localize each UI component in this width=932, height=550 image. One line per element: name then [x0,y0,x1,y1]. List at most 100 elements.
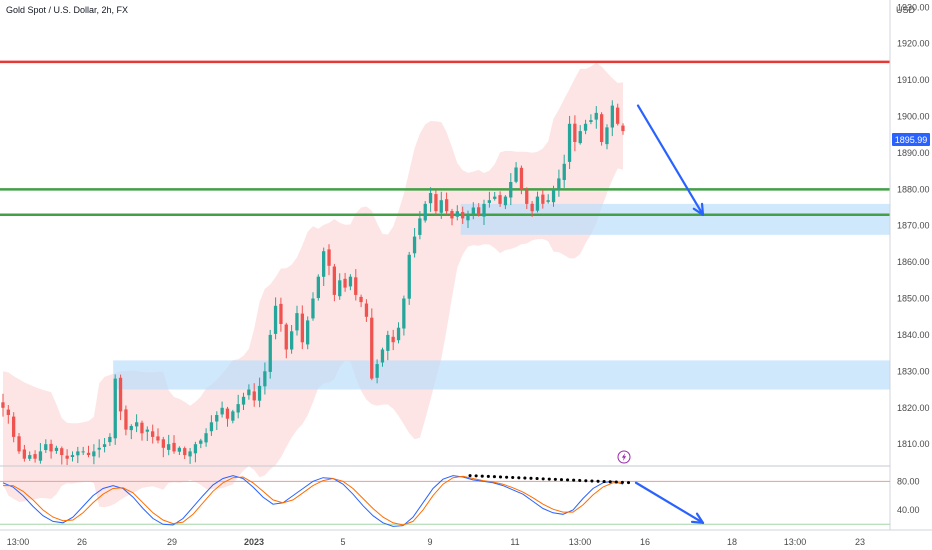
candle-body [177,447,181,452]
candle-body [86,452,91,456]
lightning-icon[interactable] [617,450,631,464]
candle-body [22,449,26,459]
candle-body [519,167,524,190]
candle-body [167,444,171,450]
candle-body [498,195,502,204]
price-tick-label: 1860.00 [897,257,930,267]
candle-body [370,317,374,379]
candle-body [284,324,288,350]
time-tick-label: 13:00 [569,537,592,547]
candle-body [327,249,331,266]
price-tick-label: 1880.00 [897,184,930,194]
main-forecast-arrow [636,104,705,216]
candle-body [231,411,235,421]
time-tick-label: 13:00 [784,537,807,547]
candle-body [364,303,369,317]
candlestick-series [1,100,625,465]
candle-body [600,114,604,142]
demand-zone-2 [113,360,890,390]
time-tick-label: 9 [427,537,432,547]
candle-body [300,313,304,343]
candle-body [257,385,262,401]
demand-zones [113,203,890,390]
candle-body [188,451,192,457]
candle-body [108,436,112,443]
candle-body [145,429,149,432]
price-tick-label: 1840.00 [897,330,930,340]
candle-body [348,276,353,287]
candle-body [354,277,358,295]
price-tick-label: 1890.00 [897,148,930,158]
current-price-tag: 1895.99 [892,133,930,146]
candle-body [215,415,219,422]
candle-body [54,447,59,451]
demand-zone-1 [460,203,890,235]
candle-body [450,211,454,219]
candle-body [530,203,534,212]
candle-body [273,305,278,334]
candle-body [412,236,417,254]
candle-body [38,451,43,461]
candle-body [439,200,443,213]
time-tick-label: 2023 [244,537,264,547]
candle-body [12,416,16,437]
candle-body [396,327,401,341]
candle-body [279,303,283,324]
candle-body [621,125,625,132]
candle-body [60,448,64,455]
price-axis[interactable]: 1930.00 1920.00 1910.00 1900.00 1890.00 1880.… [897,2,930,449]
candle-body [124,409,128,430]
time-tick-label: 23 [855,537,865,547]
candle-body [487,200,491,203]
candle-body [567,123,572,162]
candle-body [311,298,315,319]
candle-body [562,163,566,180]
candle-body [44,444,48,450]
candle-body [49,443,53,452]
candle-body [605,127,609,145]
current-price-label: 1895.99 [895,135,928,145]
candle-body [156,436,160,441]
oscillator-series [2,475,624,527]
oscillator-line-2 [3,475,623,526]
candle-body [151,431,155,437]
candle-body [455,211,459,217]
candle-body [199,440,203,444]
candle-body [610,105,614,128]
oscillator-axis[interactable]: 80.00 40.00 [897,476,920,515]
candle-body [1,402,5,408]
candle-body [578,131,582,144]
candle-body [65,455,69,459]
candle-body [583,123,588,131]
oscillator-arrow-shaft [634,481,705,524]
candle-body [17,436,21,452]
candle-body [247,389,251,396]
time-tick-label: 5 [340,537,345,547]
candle-body [535,196,540,211]
candle-body [6,409,10,415]
price-tick-label: 1870.00 [897,221,930,231]
price-level-lines [0,60,890,217]
candle-body [493,196,497,199]
candle-body [102,444,107,447]
candle-body [135,422,139,427]
candle-body [589,120,593,122]
candle-body [546,200,550,202]
candle-body [118,377,123,412]
candle-body [461,212,465,219]
candle-body [407,254,411,299]
candle-body [220,407,224,415]
time-axis[interactable]: 13:00 26 29 2023 5 9 11 13:00 16 18 13:00 23 [7,537,865,547]
candle-body [225,408,230,419]
candle-body [204,433,208,443]
candle-body [76,451,80,456]
time-tick-label: 29 [167,537,177,547]
candle-body [92,451,96,457]
oscillator-tick-label: 80.00 [897,476,920,486]
divergence-dotted-line [468,474,634,485]
candle-body [236,404,240,413]
candle-body [343,278,347,288]
candle-body [525,190,529,204]
candle-body [332,266,336,295]
